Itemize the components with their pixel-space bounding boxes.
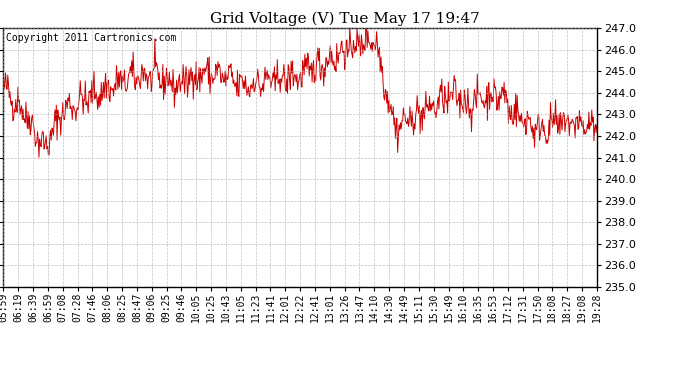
Text: Grid Voltage (V) Tue May 17 19:47: Grid Voltage (V) Tue May 17 19:47: [210, 11, 480, 26]
Text: Copyright 2011 Cartronics.com: Copyright 2011 Cartronics.com: [6, 33, 177, 43]
